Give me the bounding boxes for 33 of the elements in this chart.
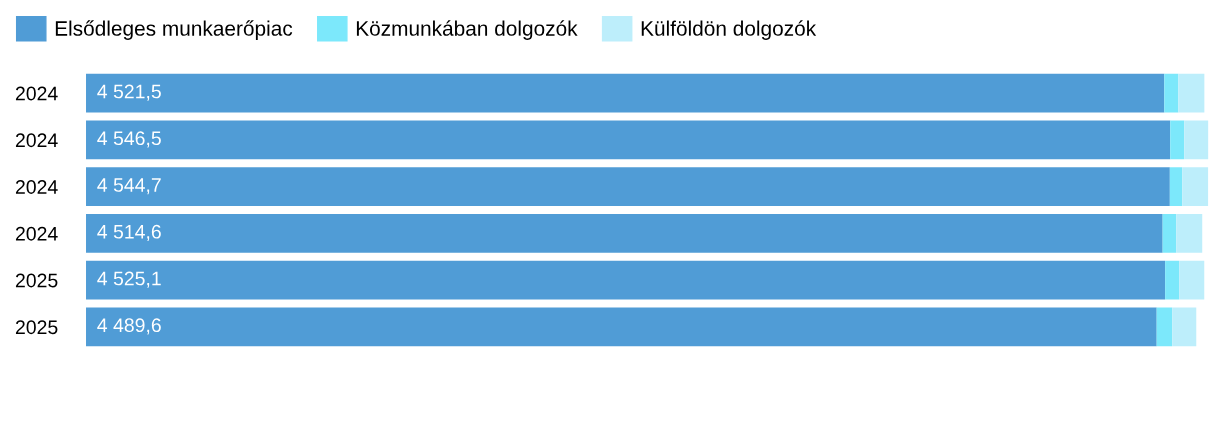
bar <box>86 120 1171 160</box>
bar <box>86 213 1163 253</box>
bar <box>1176 213 1203 253</box>
data-label: 4 489,6 <box>97 318 161 335</box>
legend-label: Közmunkában dolgozók <box>356 20 578 40</box>
bar <box>86 260 1166 300</box>
data-label: 4 546,5 <box>97 131 161 148</box>
bar <box>1162 213 1177 253</box>
bar <box>1172 307 1197 347</box>
y-tick-label: 2024 <box>15 133 58 148</box>
data-label: 4 544,7 <box>97 178 161 195</box>
bar <box>1165 260 1180 300</box>
y-tick-label: 2024 <box>15 180 58 194</box>
bar <box>1182 167 1209 207</box>
legend-label: Elsődleges munkaerőpiac <box>55 20 293 40</box>
bar <box>86 73 1165 113</box>
bar <box>86 307 1157 347</box>
bar <box>1170 120 1185 160</box>
bar <box>1179 260 1205 300</box>
bar <box>1164 73 1179 113</box>
y-tick-label: 2025 <box>15 320 58 335</box>
data-label: 4 514,6 <box>97 224 161 241</box>
bar <box>86 167 1170 207</box>
y-tick-label: 2024 <box>15 226 58 241</box>
bar <box>1156 307 1173 347</box>
legend-label: Külföldön dolgozók <box>641 20 817 40</box>
y-tick-label: 2024 <box>15 86 58 101</box>
bar <box>1178 73 1205 113</box>
data-label: 4 525,1 <box>97 271 161 288</box>
y-tick-label: 2025 <box>15 273 58 288</box>
data-label: 4 521,5 <box>97 84 161 101</box>
bar <box>1184 120 1209 160</box>
bar <box>1169 167 1183 207</box>
